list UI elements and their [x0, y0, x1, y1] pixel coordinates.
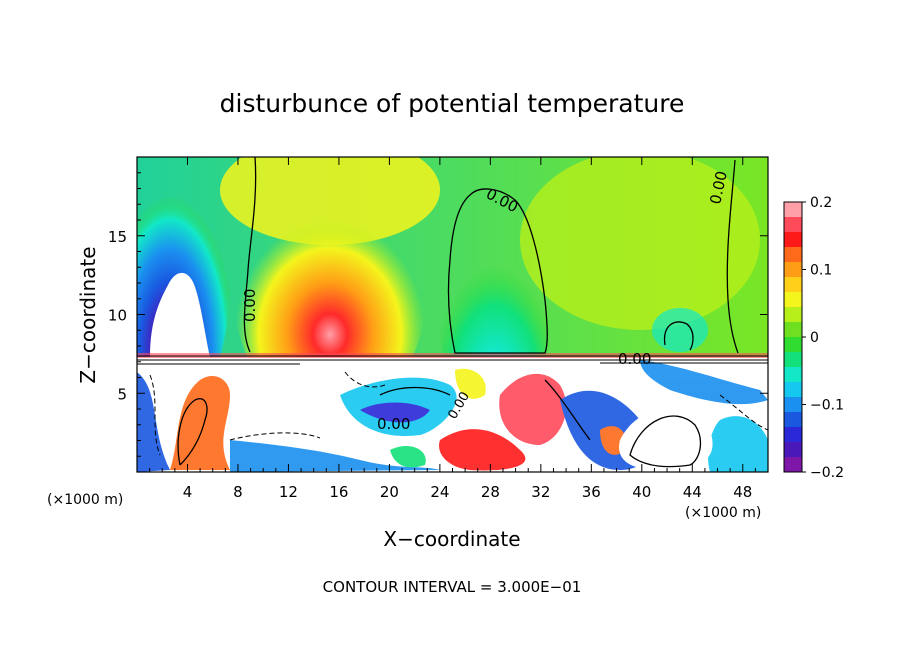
colorbar-tick-label: 0: [810, 330, 819, 346]
y-tick-label: 15: [108, 228, 127, 246]
contour-interval-note: CONTOUR INTERVAL = 3.000E−01: [323, 578, 582, 596]
x-tick-label: 4: [183, 483, 193, 501]
x-tick-label: 48: [733, 483, 752, 501]
colorbar-swatch: [784, 397, 802, 413]
colorbar-swatch: [784, 277, 802, 293]
x-tick-label: 12: [279, 483, 298, 501]
chart-title: disturbunce of potential temperature: [220, 89, 685, 118]
colorbar-tick-label: −0.1: [810, 398, 844, 414]
colorbar-swatch: [784, 337, 802, 353]
colorbar-swatch: [784, 352, 802, 368]
colorbar-swatch: [784, 262, 802, 278]
contour-label: 0.00: [618, 350, 651, 368]
contour-label: 0.00: [377, 415, 410, 433]
y-tick-label: 5: [117, 385, 127, 403]
x-axis-label: X−coordinate: [383, 527, 520, 551]
colorbar-swatch: [784, 457, 802, 473]
colorbar-swatch: [784, 427, 802, 443]
right-lime-region: [520, 157, 760, 330]
contours: [177, 157, 739, 468]
dashed-contours: [149, 371, 768, 456]
y-axis-label: Z−coordinate: [76, 246, 100, 383]
colorbar-swatch: [784, 217, 802, 233]
colorbar-swatch: [784, 442, 802, 458]
colorbar: 0.2 0.1 0 −0.1 −0.2: [783, 195, 844, 481]
x-tick-label: 20: [380, 483, 399, 501]
contour-label: 0.00: [241, 289, 259, 322]
plot-area: 0.00 0.00 0.00 0.00 0.00 0.00: [137, 157, 768, 472]
colorbar-swatch: [784, 202, 802, 218]
x-tick-label: 32: [531, 483, 550, 501]
colorbar-swatch: [784, 307, 802, 323]
x-tick-label: 24: [430, 483, 449, 501]
colorbar-swatch: [784, 412, 802, 428]
colorbar-swatch: [784, 322, 802, 338]
x-unit-left: (×1000 m): [47, 492, 123, 508]
x-tick-label: 8: [233, 483, 243, 501]
colorbar-swatch: [784, 232, 802, 248]
white-core: [150, 272, 210, 357]
colorbar-swatch: [784, 292, 802, 308]
y-tick-label: 10: [108, 307, 127, 325]
colorbar-swatch: [784, 367, 802, 383]
x-tick-label: 16: [329, 483, 348, 501]
lower-layer-patches: [137, 360, 768, 472]
colorbar-swatch: [784, 247, 802, 263]
colorbar-tick-label: −0.2: [810, 465, 844, 481]
small-cool-blob: [652, 308, 708, 352]
y-axis: 5 10 15: [108, 172, 768, 457]
colorbar-tick-label: 0.1: [810, 263, 832, 279]
x-axis: 4 8 12 16 20 24 28 32 36 40 44 48: [149, 157, 756, 501]
x-tick-label: 28: [481, 483, 500, 501]
x-tick-label: 44: [683, 483, 702, 501]
colorbar-tick-label: 0.2: [810, 195, 832, 211]
x-unit-right: (×1000 m): [685, 505, 761, 521]
x-tick-label: 40: [632, 483, 651, 501]
x-tick-label: 36: [582, 483, 601, 501]
colorbar-swatch: [784, 382, 802, 398]
interface-lines: [137, 355, 768, 365]
